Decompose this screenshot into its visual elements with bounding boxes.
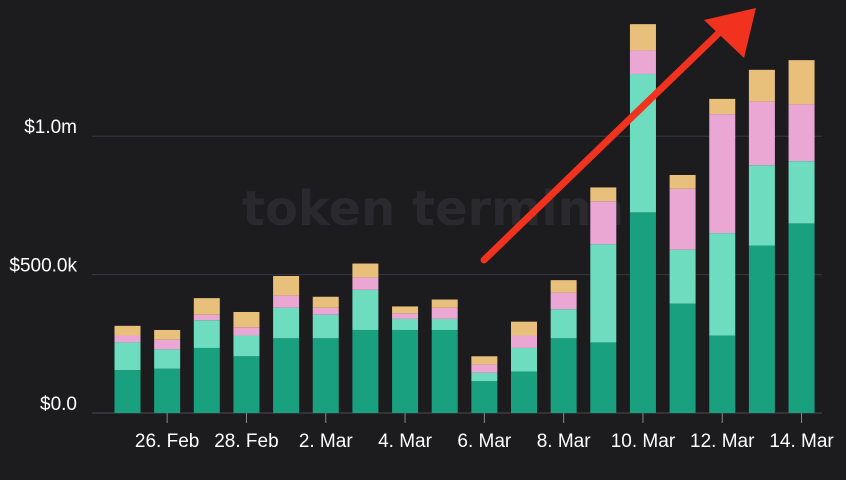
bar-segment — [629, 50, 656, 74]
bar-segment — [154, 368, 181, 413]
bar-segment — [431, 329, 458, 413]
x-tick-label: 12. Mar — [690, 431, 755, 452]
bar-segment — [669, 174, 696, 189]
bar-segment — [352, 329, 379, 413]
bar-segment — [431, 307, 458, 319]
bar-segment — [312, 314, 339, 339]
bar-segment — [312, 338, 339, 413]
bar-segment — [511, 347, 537, 372]
bar-segment — [788, 223, 815, 413]
y-tick-label: $0.0 — [40, 394, 77, 415]
x-axis: 26. Feb 28. Feb 2. Mar 4. Mar 6. Mar 8. Mar 10… — [135, 413, 834, 452]
bar-segment — [114, 370, 141, 413]
x-tick-label: 4. Mar — [378, 431, 433, 452]
bar-segment — [669, 188, 696, 250]
bar-segment — [193, 298, 220, 315]
bar-segment — [471, 364, 498, 373]
bar-segment — [193, 347, 220, 413]
bar-segment — [431, 299, 458, 308]
bar-segment — [748, 69, 775, 102]
bar-segment — [233, 335, 260, 357]
bar-segment — [748, 245, 775, 413]
bar-segment — [114, 342, 141, 371]
y-tick-label: $500.0k — [9, 256, 77, 277]
bar-segment — [590, 342, 617, 413]
bar-segment — [392, 318, 419, 330]
y-tick-label: $1.0m — [24, 117, 77, 138]
red-arrow-annotation — [480, 8, 756, 264]
bar-segment — [233, 311, 260, 328]
x-tick-label: 26. Feb — [135, 431, 199, 452]
bar-segment — [709, 233, 736, 336]
x-tick-label: 6. Mar — [457, 431, 512, 452]
bar-segment — [590, 244, 617, 343]
bar-segment — [788, 104, 815, 162]
bar-segment — [193, 320, 220, 348]
bars — [114, 24, 815, 413]
bar-segment — [511, 335, 537, 348]
bar-segment — [788, 60, 815, 105]
bar-segment — [669, 303, 696, 413]
bar-segment — [114, 335, 141, 343]
bar-segment — [629, 212, 656, 413]
bar-segment — [273, 338, 300, 413]
bar-segment — [233, 356, 260, 413]
bar-segment — [748, 165, 775, 246]
bar-segment — [550, 338, 577, 413]
bar-segment — [233, 327, 260, 336]
bar-segment — [471, 381, 498, 413]
bar-segment — [629, 24, 656, 51]
x-tick-label: 14. Mar — [769, 431, 834, 452]
bar-segment — [312, 307, 339, 315]
bar-segment — [550, 292, 577, 310]
bar-segment — [471, 356, 498, 365]
bar-segment — [154, 339, 181, 350]
watermark: token termina — [242, 181, 624, 237]
bar-segment — [709, 98, 736, 115]
bar-segment — [273, 295, 300, 308]
y-axis: $0.0 $500.0k $1.0m — [9, 117, 77, 415]
bar-segment — [590, 187, 617, 202]
x-tick-label: 8. Mar — [537, 431, 592, 452]
x-tick-label: 28. Feb — [214, 431, 278, 452]
bar-segment — [709, 114, 736, 234]
bar-segment — [273, 307, 300, 339]
bar-segment — [550, 309, 577, 339]
bar-segment — [352, 289, 379, 330]
bar-segment — [193, 314, 220, 321]
bar-segment — [392, 306, 419, 314]
bar-segment — [709, 335, 736, 413]
bar-segment — [669, 249, 696, 304]
bar-segment — [154, 329, 181, 340]
bar-segment — [114, 325, 141, 336]
bar-segment — [312, 296, 339, 308]
x-tick-label: 10. Mar — [611, 431, 676, 452]
bar-segment — [273, 276, 300, 296]
bar-segment — [431, 318, 458, 330]
bar-segment — [392, 329, 419, 413]
bar-segment — [511, 321, 537, 336]
bar-segment — [550, 280, 577, 293]
bar-segment — [590, 201, 617, 245]
bar-segment — [511, 371, 537, 413]
bar-segment — [471, 372, 498, 382]
bar-segment — [748, 101, 775, 166]
bar-segment — [352, 263, 379, 278]
x-tick-label: 2. Mar — [299, 431, 354, 452]
bar-segment — [788, 161, 815, 224]
bar-segment — [392, 313, 419, 319]
bar-segment — [352, 277, 379, 290]
bar-segment — [154, 349, 181, 369]
